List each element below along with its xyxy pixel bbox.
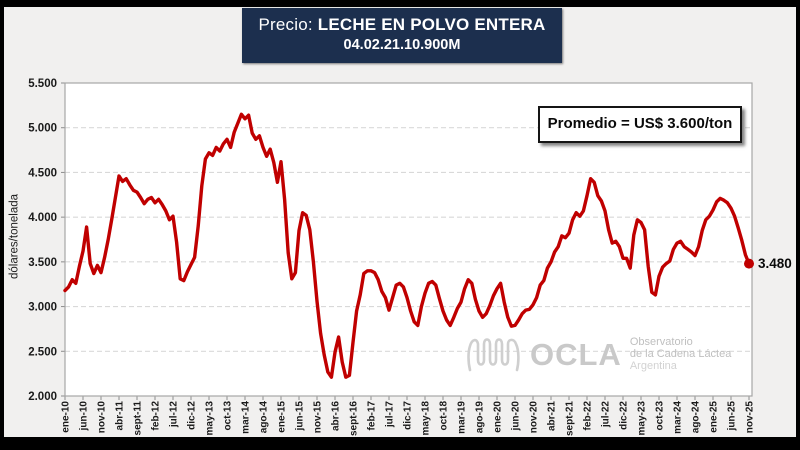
x-tick-label: jun-20 <box>511 401 522 432</box>
chart-subtitle: 04.02.21.10.900M <box>343 37 461 53</box>
chart-title: Precio: LECHE EN POLVO ENTERA <box>242 15 562 35</box>
x-tick-label: ene-15 <box>277 401 288 433</box>
x-tick-label: sept-11 <box>133 401 144 436</box>
average-annotation: Promedio = US$ 3.600/ton <box>538 106 742 143</box>
plot-border <box>64 82 753 397</box>
y-axis-title: dólares/tonelada <box>8 193 21 280</box>
x-tick-label: abr-16 <box>331 401 342 431</box>
x-tick-label: may-23 <box>637 401 648 436</box>
y-tick-label: 5.000 <box>28 123 57 135</box>
x-tick-label: nov-10 <box>97 401 108 434</box>
x-tick-label: abr-21 <box>547 401 558 431</box>
x-tick-label: jul-17 <box>385 401 396 429</box>
x-tick-label: mar-24 <box>673 401 684 434</box>
x-tick-label: jun-25 <box>727 401 738 432</box>
x-tick-label: feb-17 <box>367 401 378 431</box>
x-tick-label: ene-20 <box>493 401 504 433</box>
x-tick-label: abr-11 <box>115 401 126 431</box>
price-line <box>63 112 751 379</box>
x-tick-label: mar-14 <box>241 401 252 434</box>
y-tick-label: 2.000 <box>28 391 57 403</box>
y-tick-label: 5.500 <box>28 78 57 90</box>
x-tick-label: dic-12 <box>187 401 198 430</box>
x-tick-label: nov-20 <box>529 401 540 434</box>
x-tick-label: ene-10 <box>61 401 72 433</box>
x-tick-label: nov-15 <box>313 401 324 434</box>
price-line-chart: 5.500 5.000 4.500 4.000 3.500 3.000 2.500 2.000… <box>28 78 756 436</box>
x-tick-label: feb-22 <box>583 401 594 431</box>
x-tick-label: mar-19 <box>457 401 468 434</box>
x-tick-label: jun-10 <box>79 401 90 432</box>
chart-title-box: Precio: LECHE EN POLVO ENTERA 04.02.21.1… <box>242 8 562 63</box>
y-tick-label: 4.000 <box>28 212 57 224</box>
x-tick-label: ene-25 <box>709 401 720 433</box>
x-tick-label: sept-16 <box>349 401 360 436</box>
x-tick-label: dic-17 <box>403 401 414 430</box>
x-tick-label: jul-22 <box>601 401 612 429</box>
y-tick-label: 3.000 <box>28 302 57 314</box>
x-tick-label: jun-15 <box>295 401 306 432</box>
x-tick-label: ago-14 <box>259 401 270 434</box>
x-tick-label: may-13 <box>205 401 216 436</box>
y-tick-label: 4.500 <box>28 167 57 179</box>
chart-canvas: 5.500 5.000 4.500 4.000 3.500 3.000 2.500 2.000… <box>4 7 796 437</box>
y-tick-label: 2.500 <box>28 346 57 358</box>
y-tick-label: 3.500 <box>28 257 57 269</box>
x-tick-label: ago-24 <box>691 401 702 434</box>
x-tick-label: feb-12 <box>151 401 162 431</box>
last-point-marker <box>744 258 754 269</box>
x-tick-label: oct-18 <box>439 401 450 431</box>
x-tick-label: may-18 <box>421 401 432 436</box>
last-value-label: 3.480 <box>758 256 792 271</box>
title-main: LECHE EN POLVO ENTERA <box>317 15 546 34</box>
x-tick-label: dic-22 <box>619 401 630 430</box>
x-tick-label: nov-25 <box>745 401 756 434</box>
x-tick-label: oct-23 <box>655 401 666 431</box>
x-tick-label: oct-13 <box>223 401 234 431</box>
x-tick-label: jul-12 <box>169 401 180 429</box>
x-tick-label: ago-19 <box>475 401 486 434</box>
x-tick-label: sept-21 <box>565 401 576 436</box>
title-prefix: Precio: <box>258 15 318 34</box>
